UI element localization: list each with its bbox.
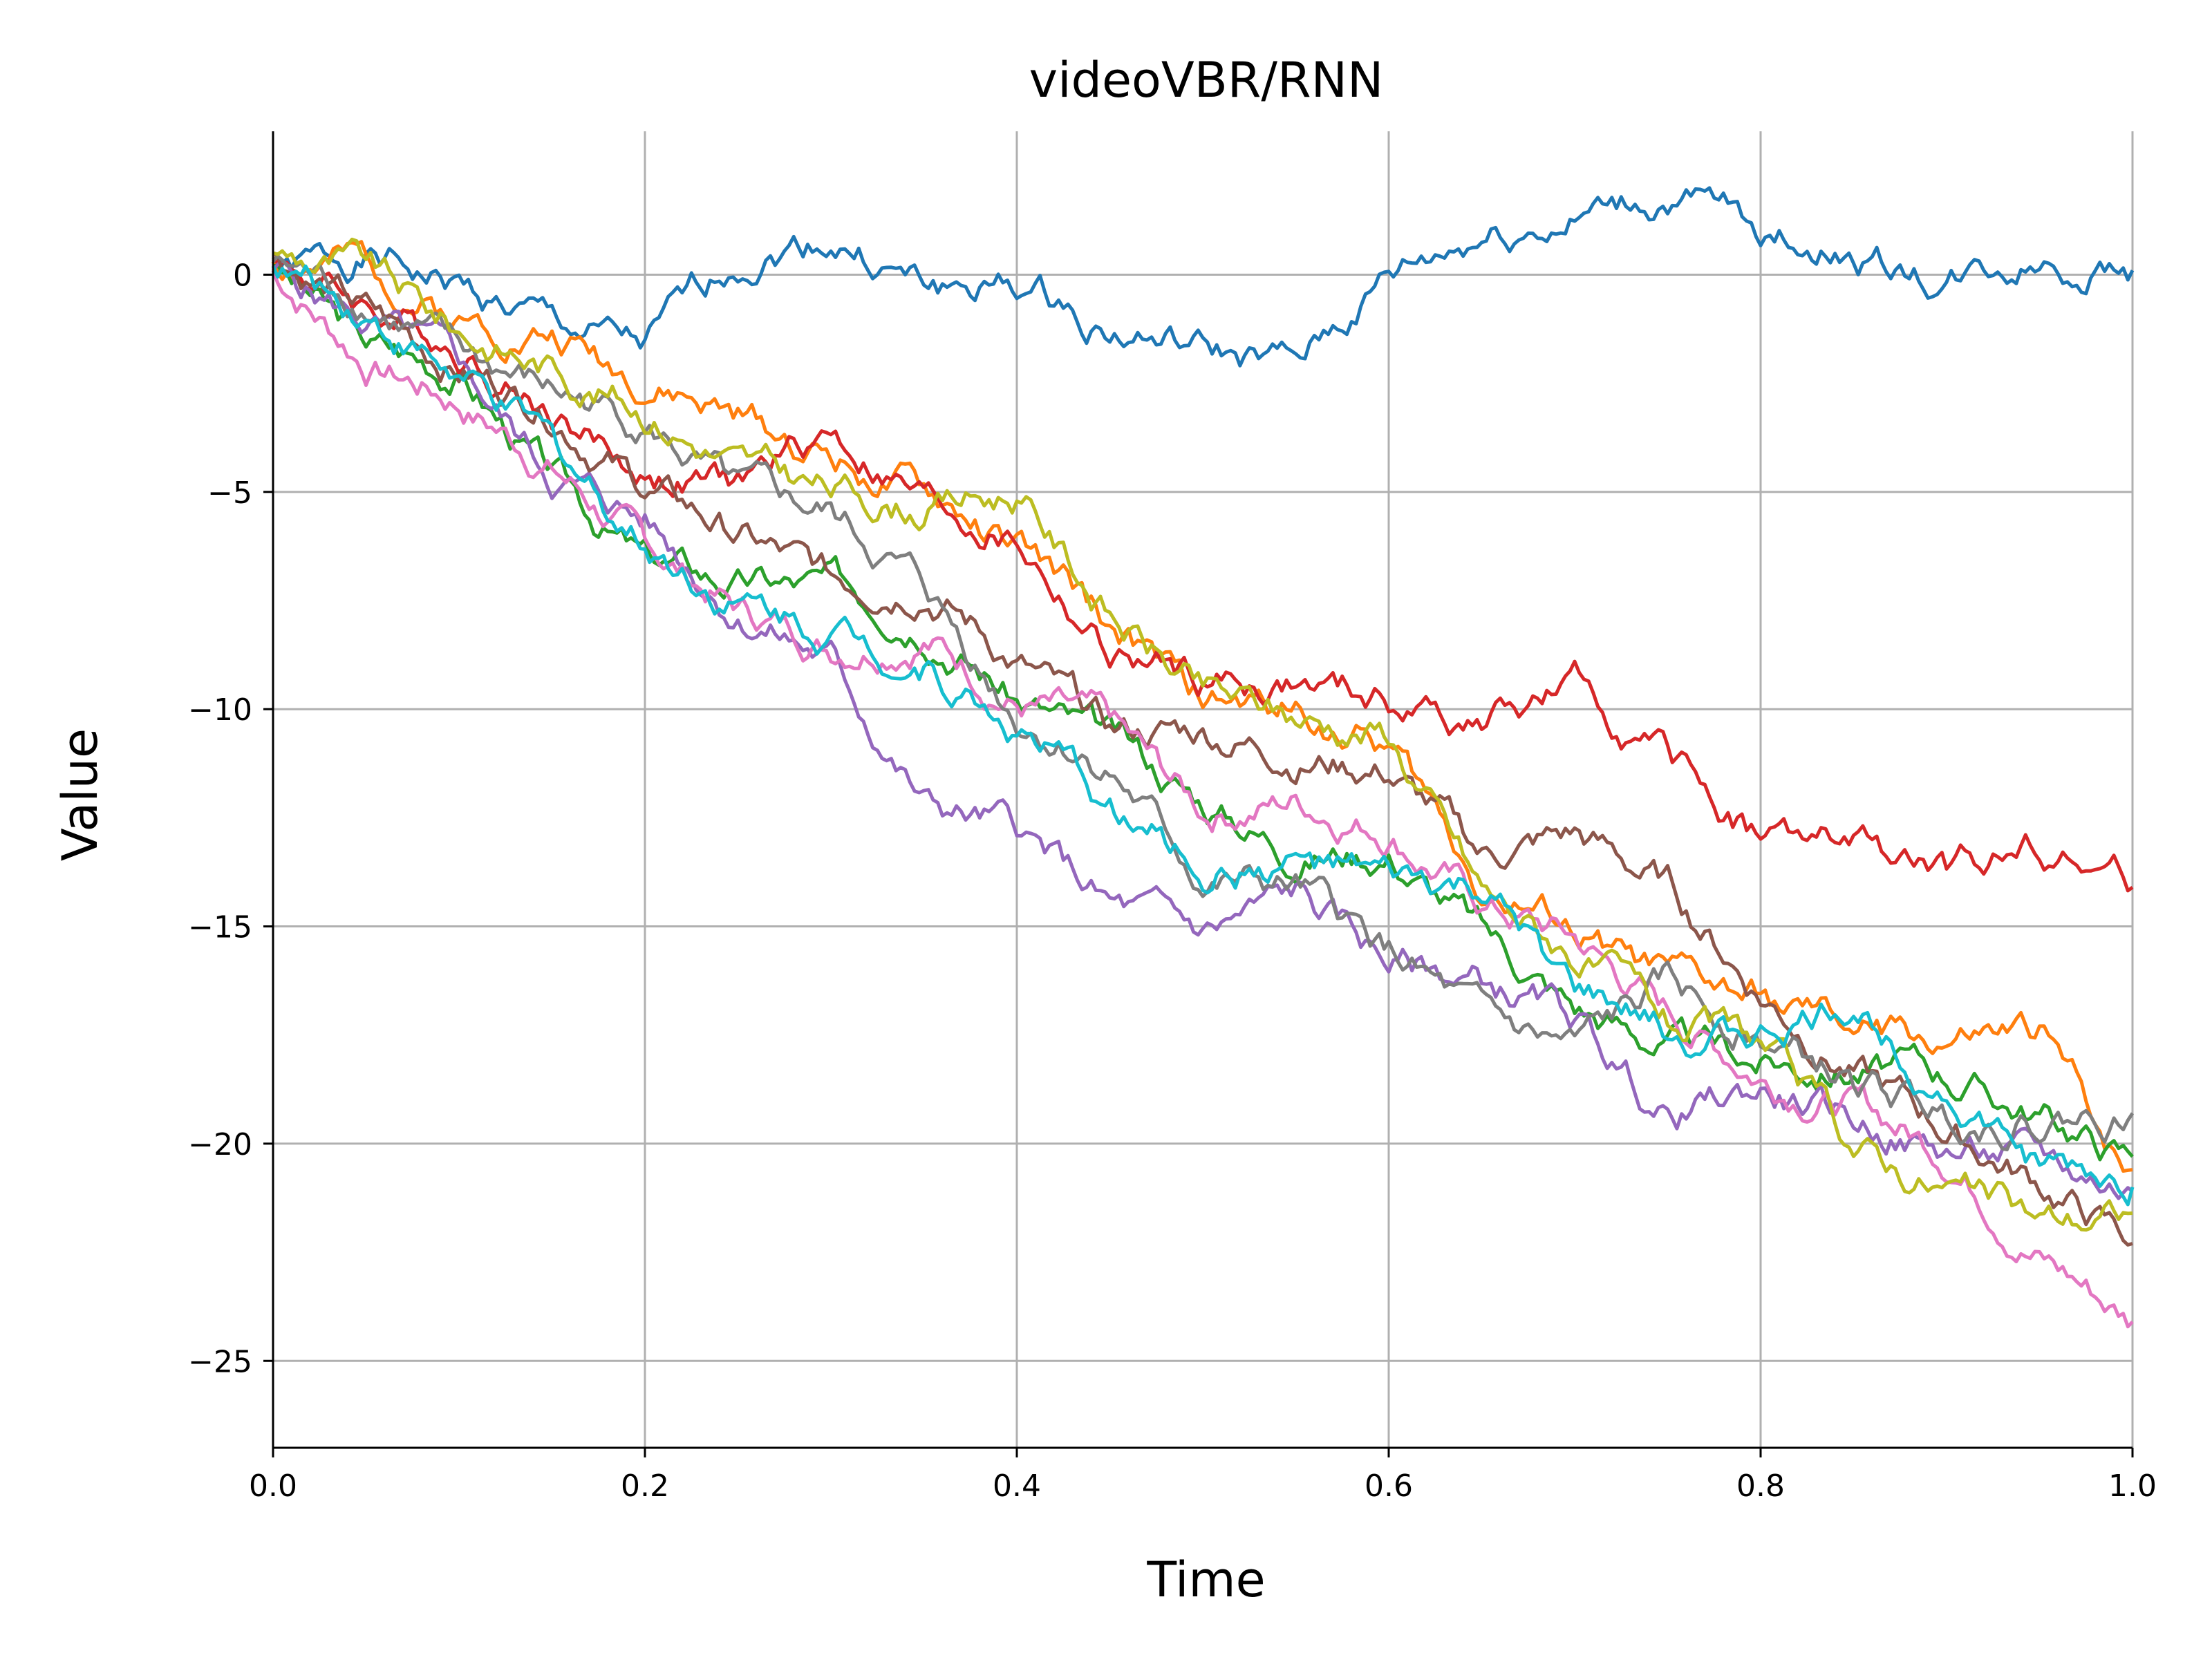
series-line [271, 270, 2134, 1329]
y-tick-label: 0 [233, 258, 252, 293]
axes [272, 131, 2133, 1449]
series-line [272, 258, 2134, 1200]
x-tick-label: 0.0 [249, 1469, 297, 1504]
x-tick-label: 0.4 [993, 1469, 1041, 1504]
y-tick-label: −20 [188, 1127, 252, 1162]
y-tick-label: −25 [188, 1344, 252, 1379]
y-tick-label: −10 [188, 692, 252, 728]
series-line [272, 263, 2134, 1162]
x-tick-label: 0.2 [621, 1469, 669, 1504]
y-axis-label: Value [52, 728, 109, 861]
ticks: 0.0 0.2 0.4 0.6 0.8 1.0 0 −5 −10 −15 −20 −25 [188, 258, 2157, 1504]
series-line [272, 237, 2133, 1232]
series-line [272, 251, 2133, 1247]
y-tick-label: −5 [207, 475, 252, 511]
series-line [272, 256, 2134, 893]
grid [272, 131, 2134, 1448]
chart-title: videoVBR/RNN [1029, 52, 1384, 108]
x-tick-label: 0.8 [1736, 1469, 1785, 1504]
series-line [271, 264, 2135, 1207]
series-lines [271, 186, 2135, 1329]
x-tick-label: 0.6 [1365, 1469, 1413, 1504]
series-line [271, 240, 2133, 1173]
y-tick-label: −15 [188, 910, 252, 945]
series-line [272, 186, 2135, 368]
x-axis-label: Time [1146, 1551, 1265, 1608]
x-tick-label: 1.0 [2108, 1469, 2157, 1504]
